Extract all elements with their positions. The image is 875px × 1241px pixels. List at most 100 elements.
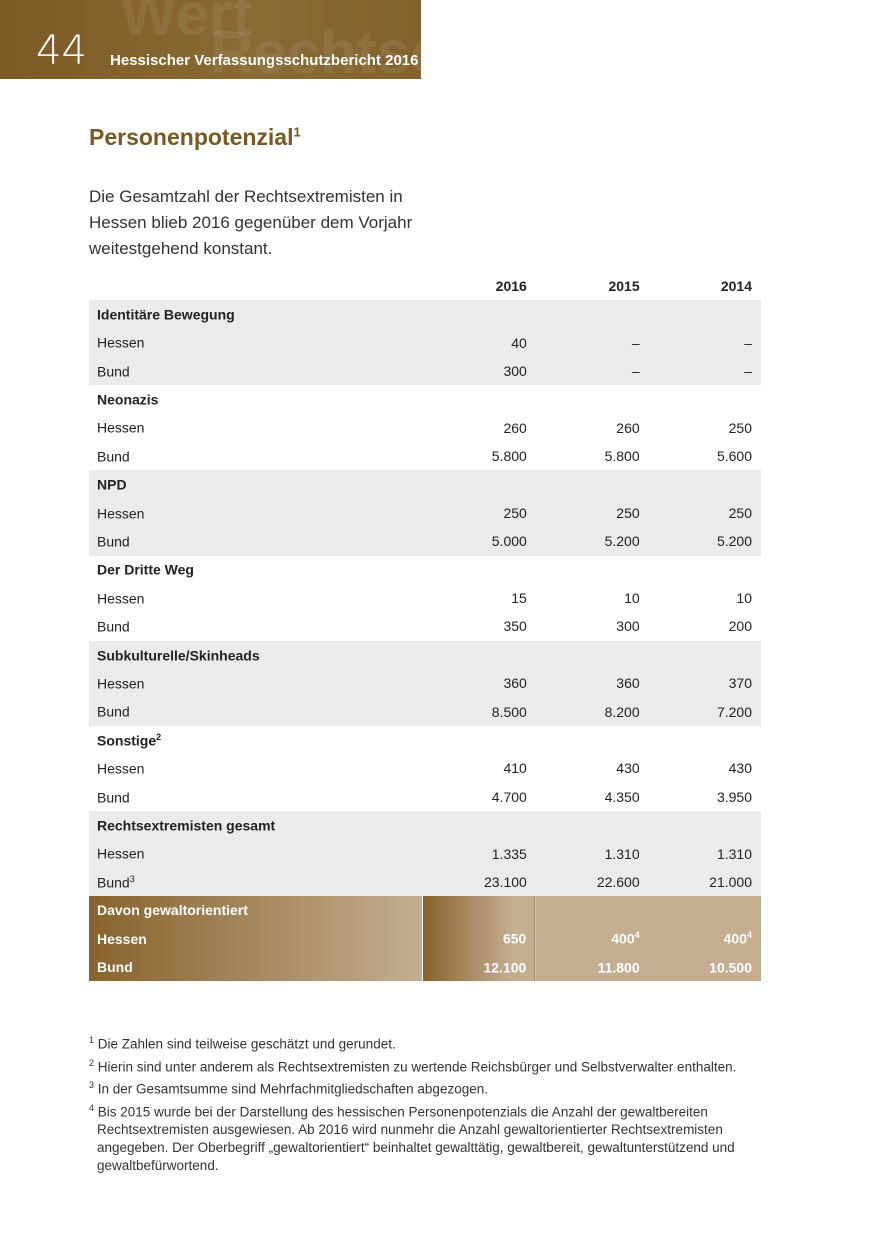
row-label: Hessen <box>89 924 423 953</box>
table-cell: 5.600 <box>716 448 752 465</box>
table-row: Hessen 410 430 430 <box>89 754 761 782</box>
table-cell: 1.310 <box>535 839 649 868</box>
footnote-number: 4 <box>89 1102 95 1113</box>
table-cell: 1.335 <box>422 839 536 868</box>
table-cell: 23.100 <box>422 867 536 897</box>
table-row: Hessen 40– – <box>89 328 761 357</box>
row-label: Hessen <box>97 420 145 437</box>
cell-value: 12.100 <box>483 959 527 976</box>
table-cell: 250 <box>728 419 752 436</box>
table-row: Bund 5.000 5.200 5.200 <box>89 527 761 556</box>
table-cell: 11.800 <box>535 952 649 982</box>
table-cell: 200 <box>728 618 752 635</box>
table-cell: 360 <box>422 669 536 698</box>
table-row: Hessen 15 10 10 <box>89 584 761 612</box>
footnote-ref: 4 <box>634 930 640 941</box>
footnote-ref: 1 <box>293 124 301 140</box>
table-cell: – <box>648 356 761 386</box>
table-cell: – <box>535 356 649 386</box>
footnote-ref: 3 <box>129 873 135 884</box>
watermark-decoration: Rechtse <box>210 19 421 79</box>
table-row: Hessen 250 250 250 <box>89 498 761 528</box>
footnote-text: Die Zahlen sind teilweise geschätzt und … <box>97 1036 396 1052</box>
table-cell: 5.200 <box>648 527 761 556</box>
table-row: Hessen 360 360 370 <box>89 669 761 698</box>
footnote-ref: 4 <box>746 930 752 941</box>
page-number: 44 <box>36 28 87 74</box>
group-title: Rechtsextremisten gesamt <box>97 817 276 834</box>
table-cell: 4.700 <box>491 788 527 805</box>
table-cell: 12.100 <box>421 952 536 982</box>
table-cell: 10 <box>624 590 640 607</box>
table-group-row: Identitäre Bewegung <box>89 300 761 329</box>
table-cell: 360 <box>535 669 649 698</box>
table-cell: 10.500 <box>648 952 761 982</box>
table-cell: 8.200 <box>535 697 649 726</box>
table-cell: 4.350 <box>604 788 640 805</box>
table-cell: 40 <box>422 328 536 357</box>
group-title: Davon gewaltorientiert <box>89 896 423 925</box>
footnote-number: 3 <box>89 1080 95 1090</box>
table-cell: – <box>648 328 761 357</box>
table-row: Bund 8.500 8.200 7.200 <box>89 697 761 726</box>
table-cell: 250 <box>422 498 536 528</box>
intro-text: Die Gesamtzahl der Rechtsextremisten in … <box>89 187 413 258</box>
table-cell: 250 <box>648 498 761 528</box>
table-cell: 5.200 <box>535 527 649 556</box>
footnote: 3 In der Gesamtsumme sind Mehrfachmitgli… <box>89 1076 759 1099</box>
column-header: 2014 <box>720 278 752 294</box>
table-cell: 1.310 <box>648 839 761 868</box>
table-cell: 7.200 <box>648 697 761 726</box>
table-group-row: Subkulturelle/Skinheads <box>89 640 761 670</box>
table-cell: 410 <box>503 760 527 777</box>
table-cell: 430 <box>728 760 752 777</box>
group-title: NPD <box>97 476 127 493</box>
footnote: 2 Hierin sind unter anderem als Rechtsex… <box>89 1054 759 1077</box>
violent-group-row: Davon gewaltorientiert <box>89 896 761 925</box>
table-cell: 260 <box>503 419 527 436</box>
header-banner: Wert Rechtse 44 Hessischer Verfassungssc… <box>0 0 421 79</box>
group-title: Der Dritte Weg <box>97 562 194 579</box>
row-label: Bund <box>89 952 423 982</box>
table-row: Hessen 1.335 1.310 1.310 <box>89 839 761 868</box>
table-cell: 5.800 <box>491 448 527 465</box>
row-label: Bund <box>97 703 130 720</box>
footnote-number: 2 <box>89 1057 95 1068</box>
footnote-ref: 2 <box>156 731 162 742</box>
table-cell: 260 <box>616 419 640 436</box>
table-cell: 4004 <box>535 924 649 953</box>
section-heading: Personenpotenzial1 <box>89 124 301 151</box>
group-title: Sonstige <box>97 732 157 749</box>
table-row: Hessen 260 260 250 <box>89 414 761 442</box>
row-label: Hessen <box>97 760 145 777</box>
table-cell: 650 <box>421 924 536 953</box>
table-cell: 300 <box>422 356 536 386</box>
table-cell: 5.000 <box>422 527 536 556</box>
table-group-row: Neonazis <box>89 385 761 413</box>
row-label: Hessen <box>97 845 145 862</box>
table-cell: – <box>535 328 649 357</box>
row-label: Hessen <box>97 590 145 607</box>
table-cell: 430 <box>616 760 640 777</box>
table-row: Bund 5.800 5.800 5.600 <box>89 442 761 470</box>
column-header: 2015 <box>608 278 640 294</box>
footnote-text: Bis 2015 wurde bei der Darstellung des h… <box>97 1104 735 1173</box>
table-row: Bund 350 300 200 <box>89 612 761 640</box>
table-cell: 15 <box>511 590 527 607</box>
watermark-decoration: Wert <box>120 0 253 48</box>
footnote-text: In der Gesamtsumme sind Mehrfachmitglied… <box>97 1081 488 1097</box>
column-header: 2016 <box>495 278 527 294</box>
row-label: Hessen <box>97 675 145 692</box>
row-label: Bund <box>97 448 130 465</box>
row-label: Bund <box>97 363 130 380</box>
table-row: Bund 300– – <box>89 356 761 386</box>
table-cell: 21.000 <box>648 867 761 897</box>
row-label: Bund <box>97 618 130 635</box>
footnote-text: Hierin sind unter anderem als Rechtsextr… <box>97 1059 737 1074</box>
table-cell: 5.800 <box>604 448 640 465</box>
table-cell: 3.950 <box>716 788 752 805</box>
table-row: Hessen 650 4004 4004 <box>89 924 761 953</box>
table-group-row: Rechtsextremisten gesamt <box>89 811 761 840</box>
group-title: Identitäre Bewegung <box>97 306 235 323</box>
